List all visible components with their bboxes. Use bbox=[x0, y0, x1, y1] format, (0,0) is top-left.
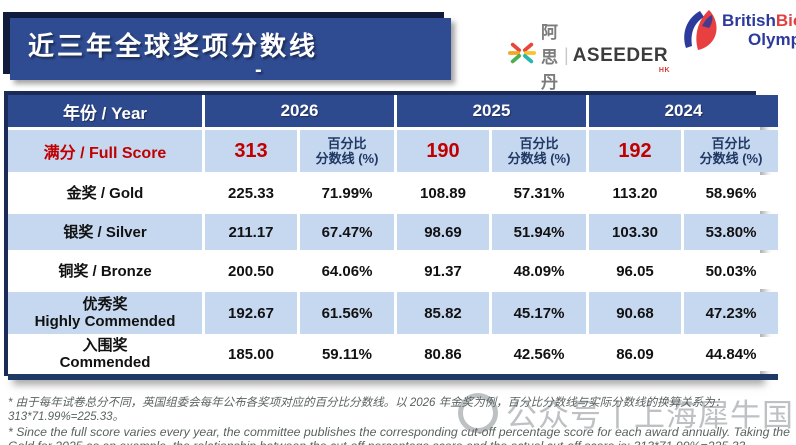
row-label-gold: 金奖 / Gold bbox=[8, 175, 202, 211]
full-score-2024: 192 bbox=[589, 130, 681, 172]
aseeder-hk-tag: HK bbox=[658, 66, 671, 74]
full-score-2026: 313 bbox=[205, 130, 297, 172]
year-2024-header: 2024 bbox=[589, 95, 778, 127]
percent-header-line2: 分数线 (%) bbox=[315, 151, 379, 166]
row-label-commended: 入围奖 Commended bbox=[8, 337, 202, 371]
footnotes: * 由于每年试卷总分不同，英国组委会每年公布各奖项对应的百分比分数线。以 202… bbox=[8, 396, 792, 445]
highly-commended-2024-percent: 47.23% bbox=[684, 292, 778, 334]
aseeder-label: ASEEDER HK bbox=[572, 44, 670, 74]
silver-2024-score: 103.30 bbox=[589, 214, 681, 250]
bronze-2026-score: 200.50 bbox=[205, 253, 297, 289]
bronze-2024-percent: 50.03% bbox=[684, 253, 778, 289]
bronze-2024-score: 96.05 bbox=[589, 253, 681, 289]
year-2025-header: 2025 bbox=[397, 95, 586, 127]
gold-2026-percent: 71.99% bbox=[300, 175, 394, 211]
silver-2024-percent: 53.80% bbox=[684, 214, 778, 250]
percent-header-line2: 分数线 (%) bbox=[699, 151, 763, 166]
percent-header-2024: 百分比 分数线 (%) bbox=[684, 130, 778, 172]
bbo-word-british: British bbox=[722, 11, 776, 30]
commended-2025-score: 80.86 bbox=[397, 337, 489, 371]
bbo-word-biology: Biology bbox=[775, 11, 796, 30]
bbo-lion-icon bbox=[678, 6, 722, 59]
page-title: 近三年全球奖项分数线 bbox=[28, 31, 319, 61]
highly-commended-2024-score: 90.68 bbox=[589, 292, 681, 334]
score-table: 年份 / Year 2026 2025 2024 满分 / Full Score… bbox=[8, 95, 778, 380]
bronze-2026-percent: 64.06% bbox=[300, 253, 394, 289]
commended-2026-percent: 59.11% bbox=[300, 337, 394, 371]
commended-2026-score: 185.00 bbox=[205, 337, 297, 371]
logo-strip: 阿思丹 | ASEEDER HK BritishBiology Olympiad bbox=[508, 6, 796, 92]
gold-2025-score: 108.89 bbox=[397, 175, 489, 211]
row-label-highly-commended: 优秀奖 Highly Commended bbox=[8, 292, 202, 334]
highly-commended-2025-score: 85.82 bbox=[397, 292, 489, 334]
percent-header-line1: 百分比 bbox=[711, 136, 751, 151]
percent-header-line2: 分数线 (%) bbox=[507, 151, 571, 166]
watermark: 公众号丨上海犀牛国际课程 bbox=[458, 390, 796, 435]
row-label-line1: 铜奖 / Bronze bbox=[58, 262, 152, 280]
percent-header-2025: 百分比 分数线 (%) bbox=[492, 130, 586, 172]
silver-2025-percent: 51.94% bbox=[492, 214, 586, 250]
row-label-silver: 银奖 / Silver bbox=[8, 214, 202, 250]
full-score-label: 满分 / Full Score bbox=[8, 130, 202, 172]
row-label-line1: 入围奖 bbox=[82, 337, 128, 354]
highly-commended-2026-percent: 61.56% bbox=[300, 292, 394, 334]
gold-2024-percent: 58.96% bbox=[684, 175, 778, 211]
footnote-english: * Since the full score varies every year… bbox=[8, 425, 790, 445]
asdan-chinese-label: 阿思丹 bbox=[541, 23, 558, 92]
percent-header-line1: 百分比 bbox=[519, 136, 559, 151]
bbo-logo: BritishBiology Olympiad bbox=[678, 6, 796, 59]
watermark-text: 公众号丨上海犀牛国际课程 bbox=[506, 398, 796, 433]
full-score-2025: 190 bbox=[397, 130, 489, 172]
bbo-word-olympiad: Olympiad bbox=[748, 30, 796, 49]
row-label-line1: 优秀奖 bbox=[82, 296, 128, 313]
gold-2024-score: 113.20 bbox=[589, 175, 681, 211]
asdan-logo: 阿思丹 | ASEEDER HK bbox=[508, 18, 670, 93]
bronze-2025-percent: 48.09% bbox=[492, 253, 586, 289]
highly-commended-2026-score: 192.67 bbox=[205, 292, 297, 334]
title-banner: 近三年全球奖项分数线 - bbox=[10, 18, 451, 80]
commended-2024-score: 86.09 bbox=[589, 337, 681, 371]
gold-2025-percent: 57.31% bbox=[492, 175, 586, 211]
footnote-chinese: * 由于每年试卷总分不同，英国组委会每年公布各奖项对应的百分比分数线。以 202… bbox=[8, 397, 727, 423]
row-label-line1: 银奖 / Silver bbox=[63, 223, 147, 241]
row-label-line2: Highly Commended bbox=[34, 313, 176, 330]
percent-header-2026: 百分比 分数线 (%) bbox=[300, 130, 394, 172]
row-label-line2: Commended bbox=[59, 354, 151, 371]
watermark-logo-icon bbox=[458, 392, 498, 433]
row-label-bronze: 铜奖 / Bronze bbox=[8, 253, 202, 289]
row-label-line1: 金奖 / Gold bbox=[66, 184, 144, 202]
silver-2026-score: 211.17 bbox=[205, 214, 297, 250]
commended-2025-percent: 42.56% bbox=[492, 337, 586, 371]
silver-2025-score: 98.69 bbox=[397, 214, 489, 250]
asdan-star-icon bbox=[508, 39, 536, 72]
page-subtitle: - bbox=[255, 59, 262, 81]
silver-2026-percent: 67.47% bbox=[300, 214, 394, 250]
gold-2026-score: 225.33 bbox=[205, 175, 297, 211]
percent-header-line1: 百分比 bbox=[327, 136, 367, 151]
bronze-2025-score: 91.37 bbox=[397, 253, 489, 289]
year-2026-header: 2026 bbox=[205, 95, 394, 127]
year-column-header: 年份 / Year bbox=[8, 95, 202, 127]
logo-divider: | bbox=[564, 45, 569, 65]
commended-2024-percent: 44.84% bbox=[684, 337, 778, 371]
highly-commended-2025-percent: 45.17% bbox=[492, 292, 586, 334]
table-bottom-bar bbox=[8, 374, 778, 380]
bbo-wordmark: BritishBiology Olympiad bbox=[722, 12, 796, 59]
aseeder-text: ASEEDER bbox=[572, 44, 669, 66]
